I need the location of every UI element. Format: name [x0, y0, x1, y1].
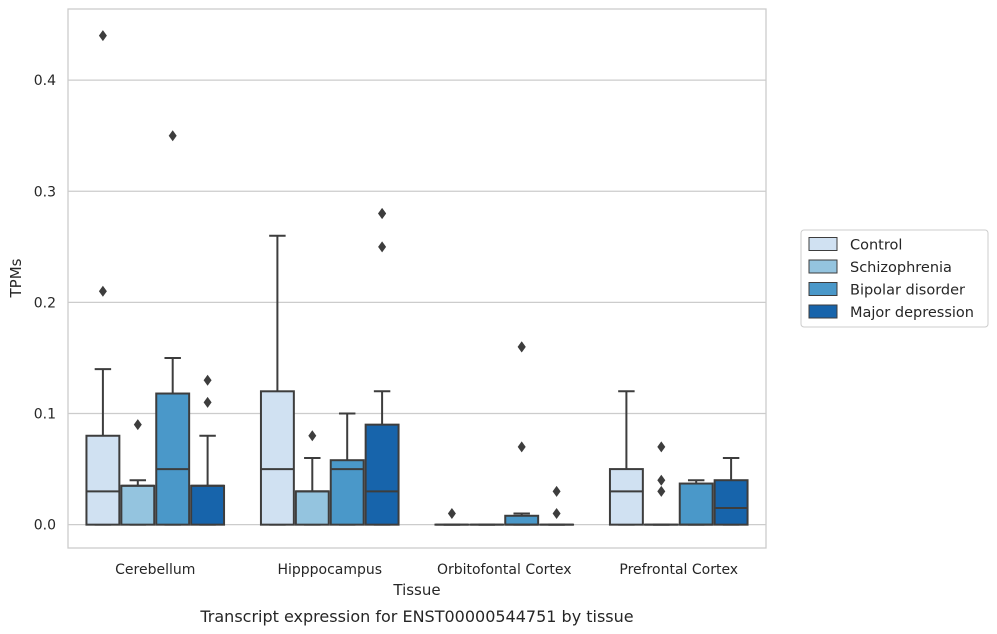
box-iqr — [713, 479, 749, 526]
legend-label: Bipolar disorder — [850, 283, 965, 299]
legend-swatch — [808, 282, 838, 296]
legend-swatch — [808, 304, 838, 319]
outlier-point — [552, 508, 561, 520]
y-tick-label: 0.4 — [34, 73, 56, 89]
y-tick-label: 0.0 — [34, 518, 56, 534]
x-tick-label: Prefrontal Cortex — [619, 562, 738, 578]
box-iqr — [608, 468, 644, 526]
chart-caption: Transcript expression for ENST0000054475… — [199, 607, 633, 626]
outlier-point — [203, 374, 212, 386]
legend-item: Control — [808, 237, 902, 254]
y-tick-label: 0.2 — [34, 295, 56, 311]
outlier-point — [657, 474, 666, 486]
legend-label: Major depression — [850, 305, 974, 321]
legend-item: Bipolar disorder — [808, 282, 965, 299]
outlier-point — [657, 441, 666, 453]
outlier-point — [168, 130, 177, 142]
box — [539, 485, 575, 526]
box — [713, 456, 749, 526]
series-control — [85, 30, 644, 526]
box-iqr — [155, 392, 191, 526]
box-iqr — [259, 390, 295, 526]
legend-swatch — [808, 259, 838, 274]
outlier-point — [517, 341, 526, 353]
box — [294, 430, 330, 526]
legend-frame — [800, 229, 989, 328]
outlier-point — [98, 30, 107, 42]
box-iqr — [190, 484, 226, 526]
x-tick-label: Cerebellum — [115, 562, 195, 578]
outlier-point — [378, 207, 387, 219]
x-tick-label: Orbitofontal Cortex — [437, 562, 572, 578]
y-tick-label: 0.3 — [34, 184, 56, 200]
box — [259, 234, 295, 526]
outlier-point — [308, 430, 317, 442]
series-major-depression — [190, 207, 749, 526]
box — [504, 341, 540, 526]
legend-swatch — [808, 237, 838, 251]
y-tick-label: 0.1 — [34, 407, 56, 423]
box-series — [85, 30, 749, 526]
box — [120, 419, 156, 526]
x-tick-labels: Cerebellum Hipppocampus Orbitofontal Corte… — [115, 562, 738, 578]
outlier-point — [133, 419, 142, 431]
outlier-point — [552, 485, 561, 497]
y-tick-labels: 0.0 0.1 0.2 0.3 0.4 — [34, 73, 56, 534]
box — [364, 207, 400, 526]
legend-label: Schizophrenia — [850, 260, 952, 276]
series-bipolar-disorder — [155, 130, 714, 526]
plot-frame — [67, 8, 767, 549]
box — [155, 130, 191, 526]
outlier-point — [98, 285, 107, 297]
legend-label: Control — [850, 238, 902, 254]
box-iqr — [364, 423, 400, 526]
box — [85, 30, 121, 526]
outlier-point — [657, 485, 666, 497]
outlier-point — [378, 241, 387, 253]
x-axis-label: Tissue — [392, 581, 440, 599]
box — [434, 508, 470, 526]
box-iqr — [85, 434, 121, 526]
outlier-point — [447, 508, 456, 520]
x-tick-label: Hipppocampus — [277, 562, 382, 578]
outlier-point — [203, 396, 212, 408]
box — [329, 412, 365, 526]
box — [678, 479, 714, 526]
box — [190, 374, 226, 526]
box-iqr — [678, 482, 714, 526]
box-iqr — [120, 484, 156, 526]
legend-item: Schizophrenia — [808, 259, 952, 276]
box — [608, 390, 644, 526]
y-axis-label: TPMs — [7, 258, 25, 298]
box-iqr — [504, 514, 540, 526]
series-schizophrenia — [120, 419, 679, 526]
legend: Control Schizophrenia Bipolar disorder Majo… — [800, 229, 989, 328]
outlier-point — [517, 441, 526, 453]
box-iqr — [329, 459, 365, 526]
box-iqr — [294, 490, 330, 526]
legend-item: Major depression — [808, 304, 974, 321]
box — [643, 441, 679, 526]
